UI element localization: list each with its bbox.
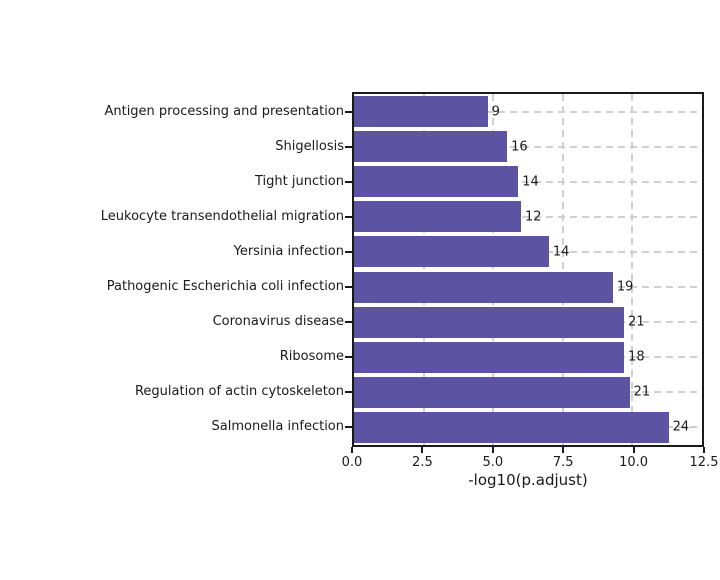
y-axis-category-label: Shigellosis — [275, 138, 344, 154]
bar — [354, 411, 669, 443]
bar — [354, 201, 522, 233]
bar-value-label: 18 — [628, 349, 645, 365]
bar — [354, 341, 625, 373]
gridline-vertical — [422, 94, 425, 445]
y-axis-tick — [345, 356, 352, 359]
y-axis-tick — [345, 391, 352, 394]
bar-value-label: 24 — [672, 419, 690, 435]
y-axis-category-label: Leukocyte transendothelial migration — [100, 209, 344, 225]
y-axis-tick — [345, 321, 352, 324]
x-axis-tick — [562, 447, 565, 453]
x-axis-tick — [421, 447, 424, 453]
bar-value-label: 9 — [491, 104, 500, 120]
gridline-vertical — [561, 94, 564, 445]
bar-value-label: 19 — [616, 279, 634, 295]
y-axis-category-label: Antigen processing and presentation — [104, 103, 344, 119]
x-axis-tick-label: 0.0 — [341, 455, 363, 470]
y-axis-tick — [345, 286, 352, 289]
x-axis-tick — [703, 447, 705, 453]
y-axis-category-label: Salmonella infection — [211, 419, 344, 435]
y-axis-category-label: Regulation of actin cytoskeleton — [134, 384, 344, 400]
x-axis-title: -log10(p.adjust) — [468, 471, 588, 489]
y-axis-category-label: Pathogenic Escherichia coli infection — [106, 279, 344, 295]
plot-area: 9 16 14 12 14 19 21 18 21 24 — [352, 92, 704, 447]
bar — [354, 236, 549, 268]
bar-value-label: 12 — [525, 209, 542, 225]
y-axis-tick — [345, 426, 352, 429]
y-axis-tick — [345, 110, 352, 113]
gridline-vertical — [631, 94, 634, 445]
bar-value-label: 21 — [633, 384, 651, 400]
y-axis-category-label: Yersinia infection — [233, 244, 344, 260]
y-axis-category-label: Ribosome — [279, 349, 344, 365]
x-axis-tick-label: 5.0 — [482, 455, 504, 470]
y-axis-tick — [345, 180, 352, 183]
x-axis-tick — [491, 447, 494, 453]
bar — [354, 166, 519, 198]
y-axis-tick — [345, 145, 352, 148]
x-axis-tick — [632, 447, 635, 453]
bar — [354, 131, 508, 163]
bar-value-label: 14 — [522, 174, 539, 190]
x-axis-tick — [351, 447, 353, 453]
gridline-vertical — [492, 94, 495, 445]
y-axis-tick — [345, 215, 352, 218]
gridline-horizontal — [354, 180, 702, 183]
gridline-horizontal — [354, 110, 702, 113]
y-axis-category-label: Tight junction — [254, 173, 344, 189]
bar-value-label: 21 — [628, 314, 645, 330]
bar-value-label: 16 — [511, 139, 528, 155]
bar — [354, 96, 488, 128]
bar-value-label: 14 — [552, 244, 570, 260]
gridline-horizontal — [354, 145, 702, 148]
x-axis-tick-label: 12.5 — [689, 455, 719, 470]
x-axis-tick-label: 7.5 — [552, 455, 574, 470]
x-axis-tick-label: 10.0 — [619, 455, 649, 470]
gridline-horizontal — [354, 215, 702, 218]
y-axis-tick — [345, 250, 352, 253]
y-axis-category-label: Coronavirus disease — [212, 314, 344, 330]
bar — [354, 376, 630, 408]
bar — [354, 306, 625, 338]
bar — [354, 271, 613, 303]
y-axis-labels: Antigen processing and presentation Shige… — [0, 0, 344, 580]
x-axis-tick-label: 2.5 — [412, 455, 433, 470]
